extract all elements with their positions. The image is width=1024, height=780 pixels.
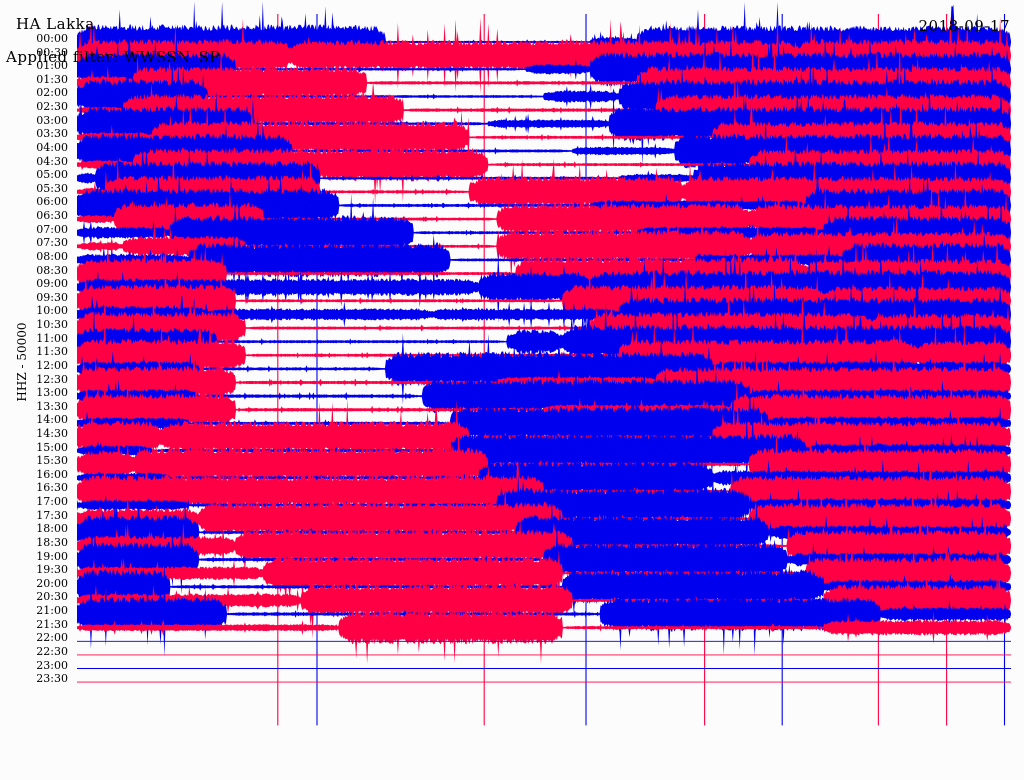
time-tick-label: 16:30	[36, 481, 68, 495]
time-tick-label: 18:00	[36, 522, 68, 536]
trace-row	[77, 479, 1011, 558]
trace-row	[77, 533, 1011, 614]
time-tick-label: 21:30	[36, 617, 68, 631]
time-tick-label: 06:00	[36, 195, 68, 209]
time-tick-label: 12:00	[36, 358, 68, 372]
time-tick-label: 17:30	[36, 508, 68, 522]
time-tick-label: 05:00	[36, 168, 68, 182]
trace-row	[77, 261, 1011, 340]
time-tick-label: 21:00	[36, 604, 68, 618]
plot-date-label: 2018-09-17	[918, 17, 1010, 35]
time-tick-label: 06:30	[36, 209, 68, 223]
time-tick-label: 07:00	[36, 222, 68, 236]
time-tick-label: 19:30	[36, 563, 68, 577]
time-tick-label: 00:00	[36, 32, 68, 45]
time-tick-label: 23:30	[36, 672, 68, 686]
time-tick-label: 00:30	[36, 45, 68, 59]
trace-row	[77, 287, 1011, 369]
time-tick-label: 10:00	[36, 304, 68, 318]
time-tick-label: 13:30	[36, 399, 68, 413]
time-tick-label: 12:30	[36, 372, 68, 386]
time-tick-label: 04:00	[36, 140, 68, 154]
trace-row	[77, 571, 1011, 657]
time-tick-label: 11:00	[36, 331, 68, 345]
page-title: HA Lakka	[16, 15, 95, 33]
time-tick-label: 01:30	[36, 72, 68, 86]
time-tick-label: 16:00	[36, 467, 68, 481]
time-tick-label: 17:00	[36, 495, 68, 509]
trace-row	[77, 371, 1011, 448]
time-tick-label: 19:00	[36, 549, 68, 563]
time-tick-label: 20:00	[36, 576, 68, 590]
time-tick-label: 04:30	[36, 154, 68, 168]
applied-filter-label: Applied filter: WWSSN_SP	[6, 48, 221, 66]
time-tick-label: 18:30	[36, 535, 68, 549]
time-tick-label: 14:00	[36, 413, 68, 427]
time-tick-label: 22:30	[36, 644, 68, 658]
time-tick-label: 03:00	[36, 113, 68, 127]
time-axis: 00:00 00:30 01:00 01:30 02:00 02:30 03:00 03:30…	[0, 0, 72, 780]
trace-row	[77, 506, 1011, 585]
time-tick-label: 05:30	[36, 181, 68, 195]
time-tick-label: 15:00	[36, 440, 68, 454]
time-tick-label: 03:30	[36, 127, 68, 141]
time-tick-label: 01:00	[36, 59, 68, 73]
time-tick-label: 20:30	[36, 590, 68, 604]
time-tick-label: 08:30	[36, 263, 68, 277]
time-tick-label: 09:30	[36, 290, 68, 304]
time-tick-label: 10:30	[36, 318, 68, 332]
time-tick-label: 11:30	[36, 345, 68, 359]
time-tick-label: 23:00	[36, 658, 68, 672]
time-tick-label: 13:00	[36, 386, 68, 400]
time-tick-label: 15:30	[36, 454, 68, 468]
time-tick-label: 02:30	[36, 100, 68, 114]
time-tick-label: 14:30	[36, 426, 68, 440]
time-tick-label: 22:00	[36, 631, 68, 645]
time-tick-label: 08:00	[36, 249, 68, 263]
time-tick-label: 07:30	[36, 236, 68, 250]
time-tick-label: 02:00	[36, 86, 68, 100]
trace-row	[77, 381, 1011, 465]
trace-row	[77, 591, 1011, 665]
time-tick-label: 09:00	[36, 277, 68, 291]
